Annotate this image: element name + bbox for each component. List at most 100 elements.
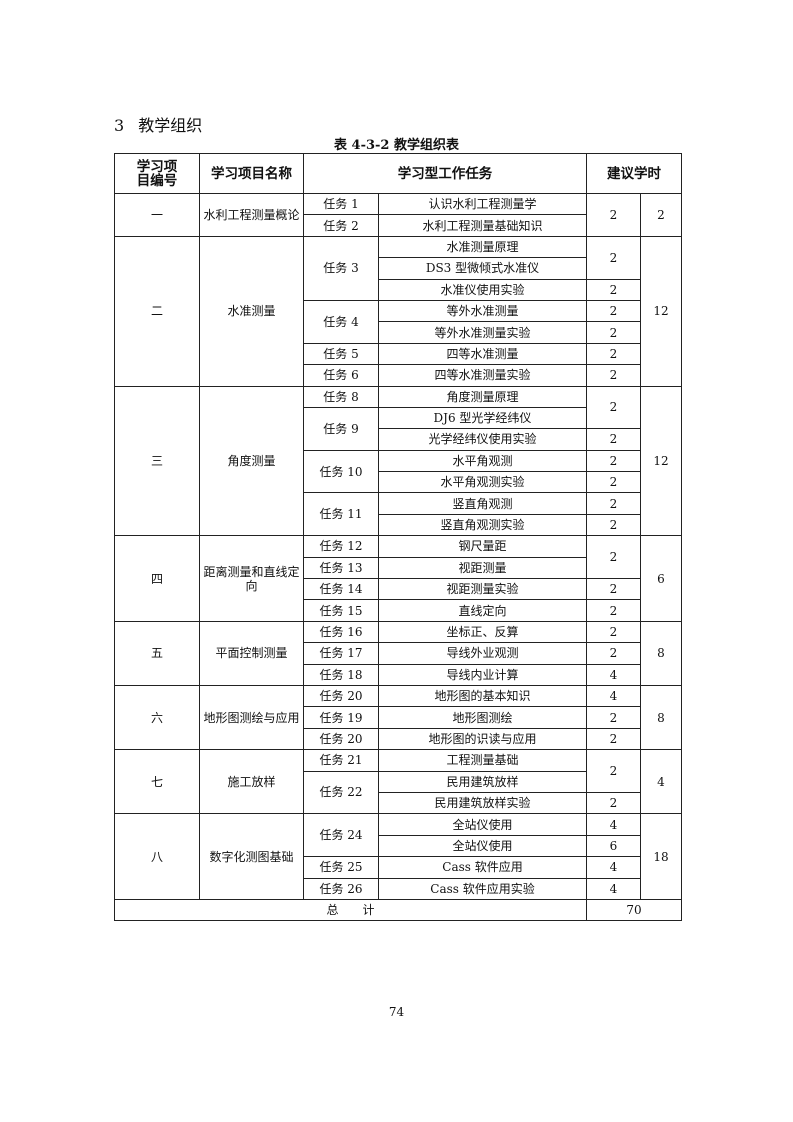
task-hours: 2: [586, 364, 641, 387]
project-name: 地形图测绘与应用: [199, 684, 304, 751]
task-item: 四等水准测量实验: [378, 364, 587, 387]
table-row: 一水利工程测量概论 任务 1 认识水利工程测量学 2 2: [114, 192, 682, 237]
task-label: 任务 18: [303, 663, 379, 686]
task-item: 竖直角观测: [378, 492, 587, 515]
task-label: 任务 6: [303, 364, 379, 387]
project-total-hours: 2: [640, 193, 682, 237]
task-hours: 2: [586, 642, 641, 665]
task-label: 任务 22: [303, 770, 379, 815]
project-number: 六: [114, 684, 200, 751]
project-total-hours: 8: [640, 684, 682, 751]
project-number: 二: [114, 235, 200, 387]
project-total-hours: 12: [640, 385, 682, 537]
project-name: 数字化测图基础: [199, 813, 304, 900]
table-row: 任务 9 DJ6 型光学经纬仪: [115, 406, 682, 451]
task-item: 四等水准测量: [378, 342, 587, 366]
table-caption: 表 4-3-2 教学组织表: [334, 138, 459, 153]
task-label: 任务 26: [303, 877, 379, 900]
table-row: 六地形图测绘与应用 任务 20 地形图的基本知识 4 8: [114, 684, 682, 751]
task-item: 竖直角观测实验: [378, 513, 587, 537]
task-item: 工程测量基础: [378, 749, 587, 772]
header-project-name: 学习项目名称: [199, 153, 304, 194]
header-work-task: 学习型工作任务: [303, 153, 587, 194]
task-hours: 4: [586, 813, 641, 836]
table-row: 任务 25 Cass 软件应用 4: [115, 856, 682, 879]
task-hours: 2: [586, 791, 641, 815]
total-row: 总 计 70: [114, 898, 682, 922]
task-label: 任务 9: [303, 406, 379, 451]
task-hours: 2: [586, 749, 641, 793]
table-row: 任务 6 四等水准测量实验 2: [115, 364, 682, 387]
task-hours: 4: [586, 663, 641, 686]
project-total-hours: 8: [640, 620, 682, 686]
section-number: 3: [114, 116, 125, 135]
task-item: 视距测量: [378, 556, 587, 580]
task-label: 任务 17: [303, 642, 379, 665]
task-label: 任务 16: [303, 620, 379, 644]
task-item: 导线外业观测: [378, 642, 587, 665]
section-heading: 3 教学组织: [114, 112, 202, 136]
project-number: 四: [114, 535, 200, 622]
table-row: 任务 13 视距测量: [115, 556, 682, 580]
task-label: 任务 14: [303, 578, 379, 601]
task-label: 任务 25: [303, 856, 379, 879]
teaching-organization-table: 学习项目编号 学习项目名称 学习型工作任务 建议学时 一水利工程测量概论 任务 1…: [114, 153, 682, 922]
section-title: 教学组织: [138, 116, 203, 135]
task-label: 任务 10: [303, 449, 379, 494]
task-label: 任务 1: [303, 192, 379, 216]
task-label: 任务 4: [303, 299, 379, 344]
table-row: 任务 18 导线内业计算 4: [115, 663, 682, 686]
task-item: 水准测量原理: [378, 235, 587, 259]
task-item: 民用建筑放样实验: [378, 791, 587, 815]
task-label: 任务 20: [303, 684, 379, 708]
task-hours: 6: [586, 834, 641, 858]
task-hours: 4: [586, 684, 641, 708]
task-label: 任务 20: [303, 727, 379, 751]
task-hours: 2: [586, 471, 641, 494]
task-hours: 2: [586, 513, 641, 537]
project-total-hours: 12: [640, 235, 682, 387]
task-label: 任务 12: [303, 535, 379, 558]
table-row: 任务 22 民用建筑放样: [115, 770, 682, 815]
project-total-hours: 6: [640, 535, 682, 622]
task-label: 任务 13: [303, 556, 379, 580]
total-label: 总 计: [114, 898, 587, 922]
task-item: 全站仪使用: [378, 813, 587, 836]
table-row: 五平面控制测量 任务 16 坐标正、反算 2 8: [114, 620, 682, 686]
project-number: 七: [114, 749, 200, 815]
task-label: 任务 5: [303, 342, 379, 366]
task-item: Cass 软件应用实验: [378, 877, 587, 900]
task-item: 钢尺量距: [378, 535, 587, 558]
table-row: 任务 17 导线外业观测 2: [115, 642, 682, 665]
header-suggested-hours: 建议学时: [586, 153, 682, 194]
task-item: 民用建筑放样: [378, 770, 587, 793]
task-label: 任务 3: [303, 235, 379, 301]
header-row: 学习项目编号 学习项目名称 学习型工作任务 建议学时: [114, 153, 682, 194]
task-item: 全站仪使用: [378, 834, 587, 858]
table-row: 光学经纬仪使用实验 2: [115, 428, 682, 451]
task-hours: 2: [586, 706, 641, 729]
task-hours: 2: [586, 428, 641, 451]
task-label: 任务 11: [303, 492, 379, 537]
task-item: 导线内业计算: [378, 663, 587, 686]
header-project-number: 学习项目编号: [114, 153, 200, 194]
task-hours: 2: [586, 449, 641, 473]
task-hours: 4: [586, 877, 641, 900]
table-row: 任务 20 地形图的识读与应用 2: [115, 727, 682, 751]
table-row: 民用建筑放样实验 2: [115, 791, 682, 815]
task-hours: 2: [586, 727, 641, 751]
task-item: DS3 型微倾式水准仪: [378, 257, 587, 280]
project-total-hours: 4: [640, 749, 682, 815]
task-hours: 2: [586, 278, 641, 301]
task-item: DJ6 型光学经纬仪: [378, 406, 587, 430]
page-number: 74: [388, 1005, 405, 1019]
task-item: Cass 软件应用: [378, 856, 587, 879]
task-item: 地形图测绘: [378, 706, 587, 729]
project-name: 水利工程测量概论: [199, 193, 304, 237]
task-hours: 4: [586, 856, 641, 879]
project-number: 八: [114, 813, 200, 900]
project-name: 水准测量: [199, 235, 304, 387]
task-item: 等外水准测量: [378, 299, 587, 323]
task-item: 光学经纬仪使用实验: [378, 428, 587, 451]
table-row: 七施工放样 任务 21 工程测量基础 2 4: [114, 749, 682, 815]
